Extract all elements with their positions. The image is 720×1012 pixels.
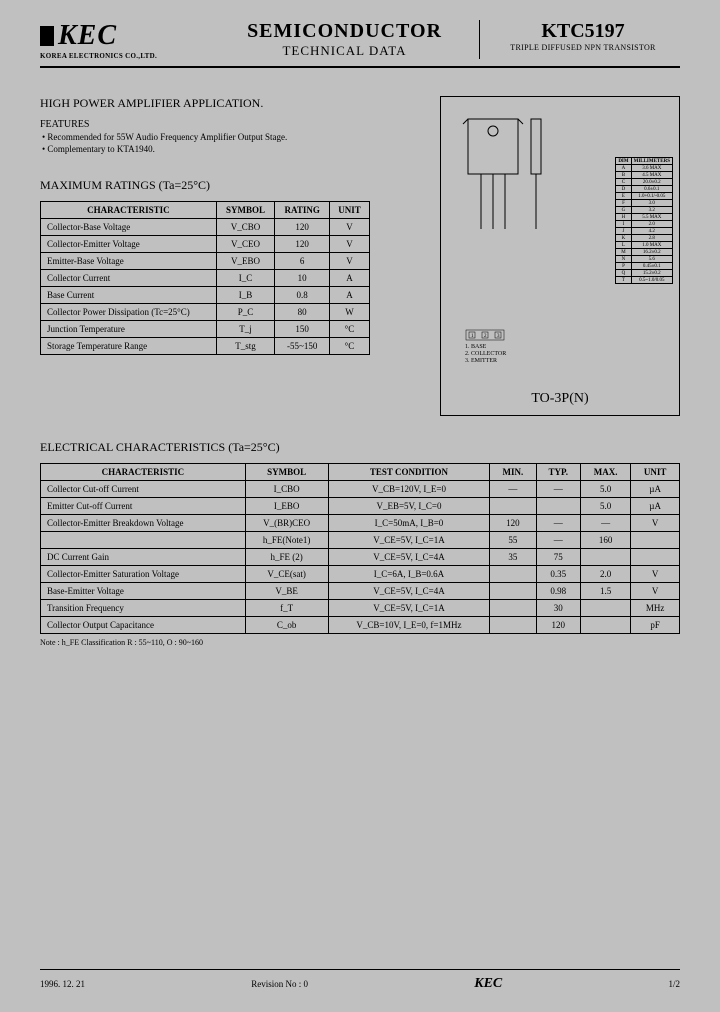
pin-label: 3. EMITTER [465, 358, 506, 364]
table-row: F3.0 [616, 200, 673, 207]
table-row: T0.5~1.0/0.05 [616, 277, 673, 284]
table-row: Collector-Base VoltageV_CBO120V [41, 219, 370, 236]
ratings-col: UNIT [329, 202, 369, 219]
footer-page: 1/2 [668, 979, 680, 989]
ratings-title: MAXIMUM RATINGS (Ta=25°C) [40, 178, 424, 193]
footer-logo: KEC [474, 976, 502, 992]
table-row: J4.2 [616, 228, 673, 235]
pin-diagram-icon: 123 [465, 329, 505, 341]
table-row: M16.2±0.2 [616, 249, 673, 256]
table-row: D0.6±0.1 [616, 186, 673, 193]
table-row: Collector Cut-off CurrentI_CBOV_CB=120V,… [41, 481, 680, 498]
table-row: Base-Emitter VoltageV_BEV_CE=5V, I_C=4A0… [41, 583, 680, 600]
table-row: I2.0 [616, 221, 673, 228]
company-subtitle: KOREA ELECTRONICS CO.,LTD. [40, 52, 210, 60]
doc-title-1: SEMICONDUCTOR [216, 20, 473, 43]
table-row: H5.5 MAX [616, 214, 673, 221]
logo-block: KEC KOREA ELECTRONICS CO.,LTD. [40, 20, 210, 60]
features-title: FEATURES [40, 119, 424, 130]
elec-col: UNIT [631, 464, 680, 481]
table-row: N5.6 [616, 256, 673, 263]
table-row: h_FE(Note1)V_CE=5V, I_C=1A55—160 [41, 532, 680, 549]
application-title: HIGH POWER AMPLIFIER APPLICATION. [40, 96, 424, 111]
table-row: Collector CurrentI_C10A [41, 270, 370, 287]
table-row: Collector-Emitter Saturation VoltageV_CE… [41, 566, 680, 583]
table-row: Collector Output CapacitanceC_obV_CB=10V… [41, 617, 680, 634]
table-row: K2.8 [616, 235, 673, 242]
feature-item: Recommended for 55W Audio Frequency Ampl… [42, 132, 424, 142]
header: KEC KOREA ELECTRONICS CO.,LTD. SEMICONDU… [40, 20, 680, 68]
table-row: Junction TemperatureT_j150°C [41, 321, 370, 338]
table-row: Collector-Emitter Breakdown VoltageV_(BR… [41, 515, 680, 532]
logo-mark [40, 26, 54, 46]
table-row: L1.0 MAX [616, 242, 673, 249]
table-row: E1.0+0.1/-0.05 [616, 193, 673, 200]
elec-col: MAX. [580, 464, 630, 481]
table-row: B4.5 MAX [616, 172, 673, 179]
elec-col: SYMBOL [245, 464, 328, 481]
features-list: Recommended for 55W Audio Frequency Ampl… [42, 132, 424, 154]
doc-title-block: SEMICONDUCTOR TECHNICAL DATA [210, 20, 480, 59]
table-row: Transition Frequencyf_TV_CE=5V, I_C=1A30… [41, 600, 680, 617]
table-row: P0.45±0.1 [616, 263, 673, 270]
pin-labels: 123 1. BASE 2. COLLECTOR 3. EMITTER [465, 329, 506, 365]
elec-col: TYP. [536, 464, 580, 481]
elec-col: TEST CONDITION [328, 464, 490, 481]
table-row: DC Current Gainh_FE (2)V_CE=5V, I_C=4A35… [41, 549, 680, 566]
table-row: Base CurrentI_B0.8A [41, 287, 370, 304]
ratings-col: RATING [275, 202, 330, 219]
elec-col: CHARACTERISTIC [41, 464, 246, 481]
elec-col: MIN. [490, 464, 536, 481]
table-row: Collector Power Dissipation (Tc=25°C)P_C… [41, 304, 370, 321]
dimension-table: DIMMILLIMETERS A3.6 MAXB4.5 MAXC20.0±0.2… [615, 157, 673, 284]
elec-title: ELECTRICAL CHARACTERISTICS (Ta=25°C) [40, 440, 680, 455]
table-row: C20.0±0.2 [616, 179, 673, 186]
hfe-note: Note : h_FE Classification R : 55~110, O… [40, 638, 680, 647]
table-row: Q15.2±0.2 [616, 270, 673, 277]
ratings-col: SYMBOL [216, 202, 275, 219]
package-drawing [453, 109, 553, 249]
part-number: KTC5197 [486, 20, 680, 43]
part-block: KTC5197 TRIPLE DIFFUSED NPN TRANSISTOR [480, 20, 680, 52]
table-row: Storage Temperature RangeT_stg-55~150°C [41, 338, 370, 355]
table-row: Collector-Emitter VoltageV_CEO120V [41, 236, 370, 253]
ratings-col: CHARACTERISTIC [41, 202, 217, 219]
elec-table: CHARACTERISTICSYMBOLTEST CONDITIONMIN.TY… [40, 463, 680, 634]
table-row: G3.2 [616, 207, 673, 214]
doc-title-2: TECHNICAL DATA [216, 43, 473, 59]
package-outline: DIMMILLIMETERS A3.6 MAXB4.5 MAXC20.0±0.2… [440, 96, 680, 416]
table-row: Emitter Cut-off CurrentI_EBOV_EB=5V, I_C… [41, 498, 680, 515]
pin-label: 1. BASE [465, 344, 506, 350]
pin-label: 2. COLLECTOR [465, 351, 506, 357]
ratings-table: CHARACTERISTICSYMBOLRATINGUNIT Collector… [40, 201, 370, 355]
dim-col: MILLIMETERS [631, 158, 672, 165]
footer-date: 1996. 12. 21 [40, 979, 85, 989]
table-row: A3.6 MAX [616, 165, 673, 172]
footer: 1996. 12. 21 Revision No : 0 KEC 1/2 [40, 969, 680, 992]
table-row: Emitter-Base VoltageV_EBO6V [41, 253, 370, 270]
kec-logo: KEC [40, 20, 210, 52]
dim-col: DIM [616, 158, 631, 165]
part-desc: TRIPLE DIFFUSED NPN TRANSISTOR [486, 43, 680, 52]
package-name: TO-3P(N) [441, 391, 679, 407]
footer-rev: Revision No : 0 [251, 979, 308, 989]
feature-item: Complementary to KTA1940. [42, 144, 424, 154]
